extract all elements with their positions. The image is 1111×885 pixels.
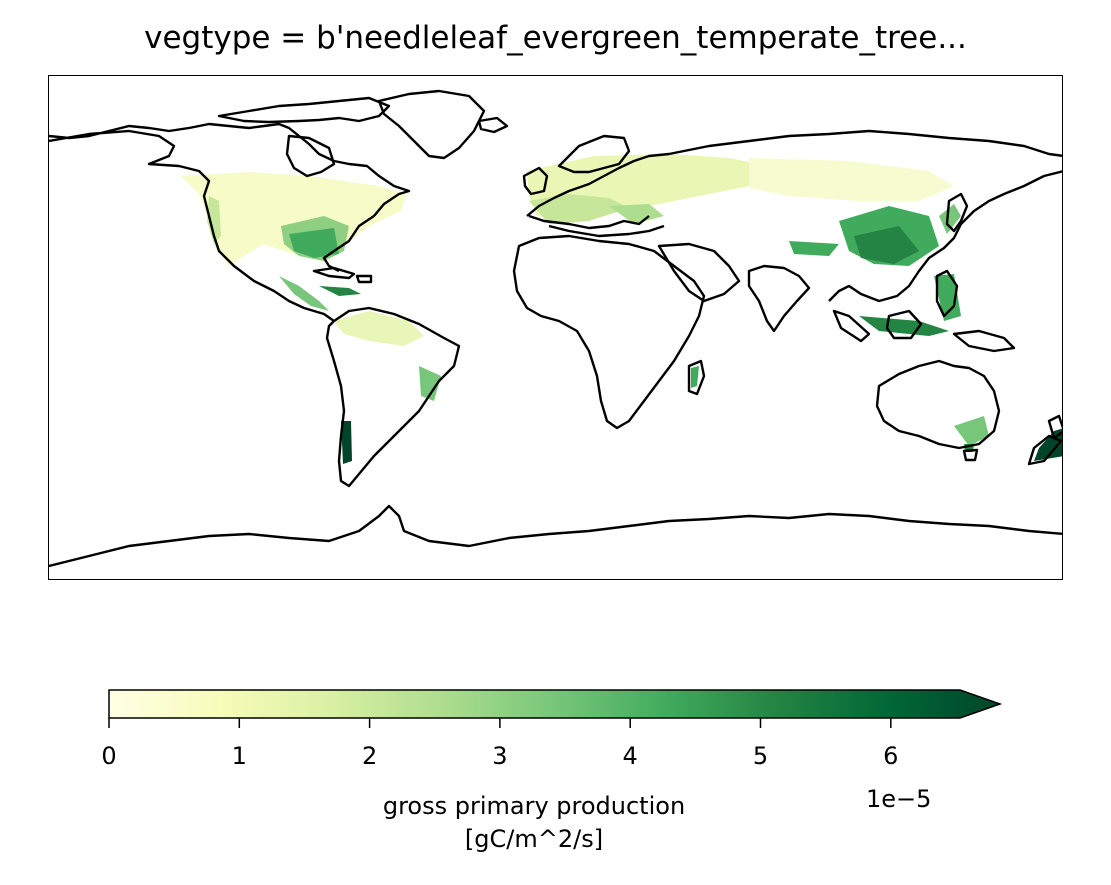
coastline-africa <box>512 234 706 430</box>
coastline-india <box>747 264 811 333</box>
gpp-region-caribbean <box>319 286 361 296</box>
colorbar-tick-label: 6 <box>883 742 899 770</box>
coastline-arctic-islands <box>217 96 391 124</box>
colorbar-ticks <box>108 718 892 728</box>
coastline-new-zealand-north <box>1047 414 1062 440</box>
gpp-region-central-america <box>279 276 329 311</box>
coastline-asia-east <box>828 170 1062 303</box>
gpp-region-west-coast <box>207 196 221 244</box>
coastline-australia <box>875 359 1001 450</box>
gpp-region-north-america <box>181 172 407 266</box>
coastline-hudson-bay <box>285 134 336 178</box>
gpp-region-philippines <box>934 274 961 321</box>
coastline-tasmania <box>962 448 979 462</box>
coastline-madagascar <box>687 359 706 396</box>
map-axes <box>48 75 1063 580</box>
world-map <box>49 89 1062 568</box>
gpp-region-western-europe <box>529 194 629 224</box>
gpp-region-madagascar <box>691 366 699 388</box>
coastline-iceland <box>477 116 509 134</box>
coastline-europe <box>526 152 670 230</box>
coastline-arabia <box>657 242 741 303</box>
colorbar-label-line1: gross primary production <box>382 792 686 820</box>
gpp-region-southeast-us <box>289 228 339 258</box>
coastline-scandinavia <box>557 134 631 174</box>
coastline-new-guinea <box>952 329 1016 353</box>
coastline-antarctica <box>49 504 1062 568</box>
coastline-philippines <box>935 269 959 318</box>
gpp-region-japan <box>939 204 961 234</box>
colorbar-tick-label: 0 <box>101 742 117 770</box>
coastline-greenland <box>377 89 486 160</box>
colorbar-tick-label: 5 <box>752 742 769 770</box>
colorbar-label: gross primary production [gC/m^2/s] <box>200 790 868 856</box>
coastline-sumatra <box>832 309 871 343</box>
gpp-region-chile <box>341 421 352 464</box>
colorbar-tick-label: 2 <box>361 742 378 770</box>
gpp-region-himalaya <box>789 241 839 256</box>
gpp-region-south-china <box>854 226 919 264</box>
gpp-region-australia-se <box>954 416 989 446</box>
plot-title: vegtype = b'needleleaf_evergreen_tempera… <box>144 20 967 56</box>
colorbar <box>108 689 1003 728</box>
coastline-north-america <box>49 122 411 322</box>
coastline-south-america <box>325 306 461 488</box>
coastline-hispaniola <box>355 274 373 284</box>
colorbar-label-line2: [gC/m^2/s] <box>464 825 604 853</box>
coastline-mediterranean <box>548 224 665 238</box>
colorbar-body <box>108 689 1003 719</box>
coastline-cuba <box>312 266 356 280</box>
colorbar-tick-label: 4 <box>622 742 638 770</box>
colorbar-tick-label: 3 <box>492 742 508 770</box>
gpp-region-indonesia <box>859 316 949 336</box>
gpp-region-siberia <box>749 158 954 201</box>
coastline-british-isles <box>522 166 549 196</box>
coastline-new-zealand-south <box>1027 434 1062 466</box>
coastline-borneo <box>885 309 923 340</box>
coastlines <box>49 89 1062 568</box>
colorbar-tick-label: 1 <box>231 742 247 770</box>
coastline-asia-north <box>668 129 1062 157</box>
gpp-region-south-america-north <box>334 311 424 346</box>
gpp-region-brazil-coast <box>419 366 441 401</box>
colorbar-offset-label: 1e−5 <box>866 785 932 813</box>
gpp-data-layer <box>181 154 1062 464</box>
gpp-region-balkans <box>609 204 664 224</box>
coastline-japan <box>945 192 969 233</box>
